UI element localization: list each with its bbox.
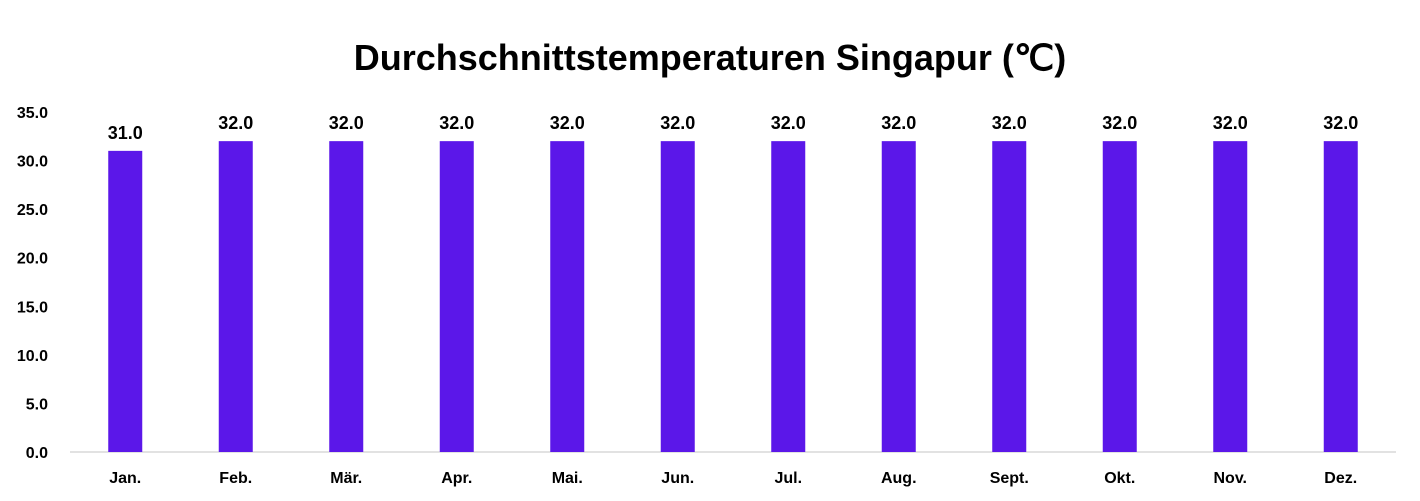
y-tick-label: 10.0 <box>17 348 48 365</box>
x-tick-label: Jun. <box>661 470 694 487</box>
bar-jun <box>660 141 695 452</box>
chart-title: Durchschnittstemperaturen Singapur (℃) <box>354 37 1067 78</box>
x-tick-label: Mai. <box>552 470 583 487</box>
x-tick-label: Dez. <box>1324 470 1357 487</box>
data-label: 32.0 <box>881 113 916 133</box>
data-label: 32.0 <box>992 113 1027 133</box>
x-tick-label: Mär. <box>330 470 362 487</box>
y-tick-label: 5.0 <box>26 396 48 413</box>
bar-aug <box>881 141 916 452</box>
bar-jan <box>108 150 143 452</box>
x-tick-label: Okt. <box>1104 470 1135 487</box>
x-tick-label: Sept. <box>990 470 1029 487</box>
data-label: 32.0 <box>329 113 364 133</box>
bar-mai <box>550 141 585 452</box>
y-tick-label: 30.0 <box>17 154 48 171</box>
y-tick-label: 35.0 <box>17 105 48 122</box>
y-axis-ticks: 0.0 5.0 10.0 15.0 20.0 25.0 30.0 35.0 <box>17 105 48 462</box>
x-tick-label: Jan. <box>109 470 141 487</box>
bar-dez <box>1323 141 1358 452</box>
bar-feb <box>218 141 253 452</box>
data-labels: 31.0 32.0 32.0 32.0 32.0 32.0 32.0 32.0 32.0 32.0… <box>108 113 1359 143</box>
x-tick-label: Feb. <box>219 470 252 487</box>
x-tick-label: Apr. <box>441 470 472 487</box>
x-tick-label: Aug. <box>881 470 917 487</box>
bar-jul <box>771 141 806 452</box>
y-tick-label: 15.0 <box>17 299 48 316</box>
data-label: 32.0 <box>550 113 585 133</box>
x-axis-labels: Jan. Feb. Mär. Apr. Mai. Jun. Jul. Aug. Sept. Okt… <box>109 470 1357 487</box>
bar-okt <box>1102 141 1137 452</box>
data-label: 32.0 <box>1323 113 1358 133</box>
data-label: 32.0 <box>771 113 806 133</box>
x-tick-label: Jul. <box>774 470 802 487</box>
data-label: 32.0 <box>439 113 474 133</box>
y-tick-label: 0.0 <box>26 445 48 462</box>
data-label: 32.0 <box>218 113 253 133</box>
data-label: 32.0 <box>660 113 695 133</box>
bar-sept <box>992 141 1027 452</box>
bar-nov <box>1213 141 1248 452</box>
bar-apr <box>439 141 474 452</box>
bar-mär <box>329 141 364 452</box>
x-tick-label: Nov. <box>1214 470 1247 487</box>
y-tick-label: 20.0 <box>17 251 48 268</box>
data-label: 32.0 <box>1102 113 1137 133</box>
data-label: 32.0 <box>1213 113 1248 133</box>
bars <box>108 141 1358 452</box>
data-label: 31.0 <box>108 123 143 143</box>
y-tick-label: 25.0 <box>17 202 48 219</box>
